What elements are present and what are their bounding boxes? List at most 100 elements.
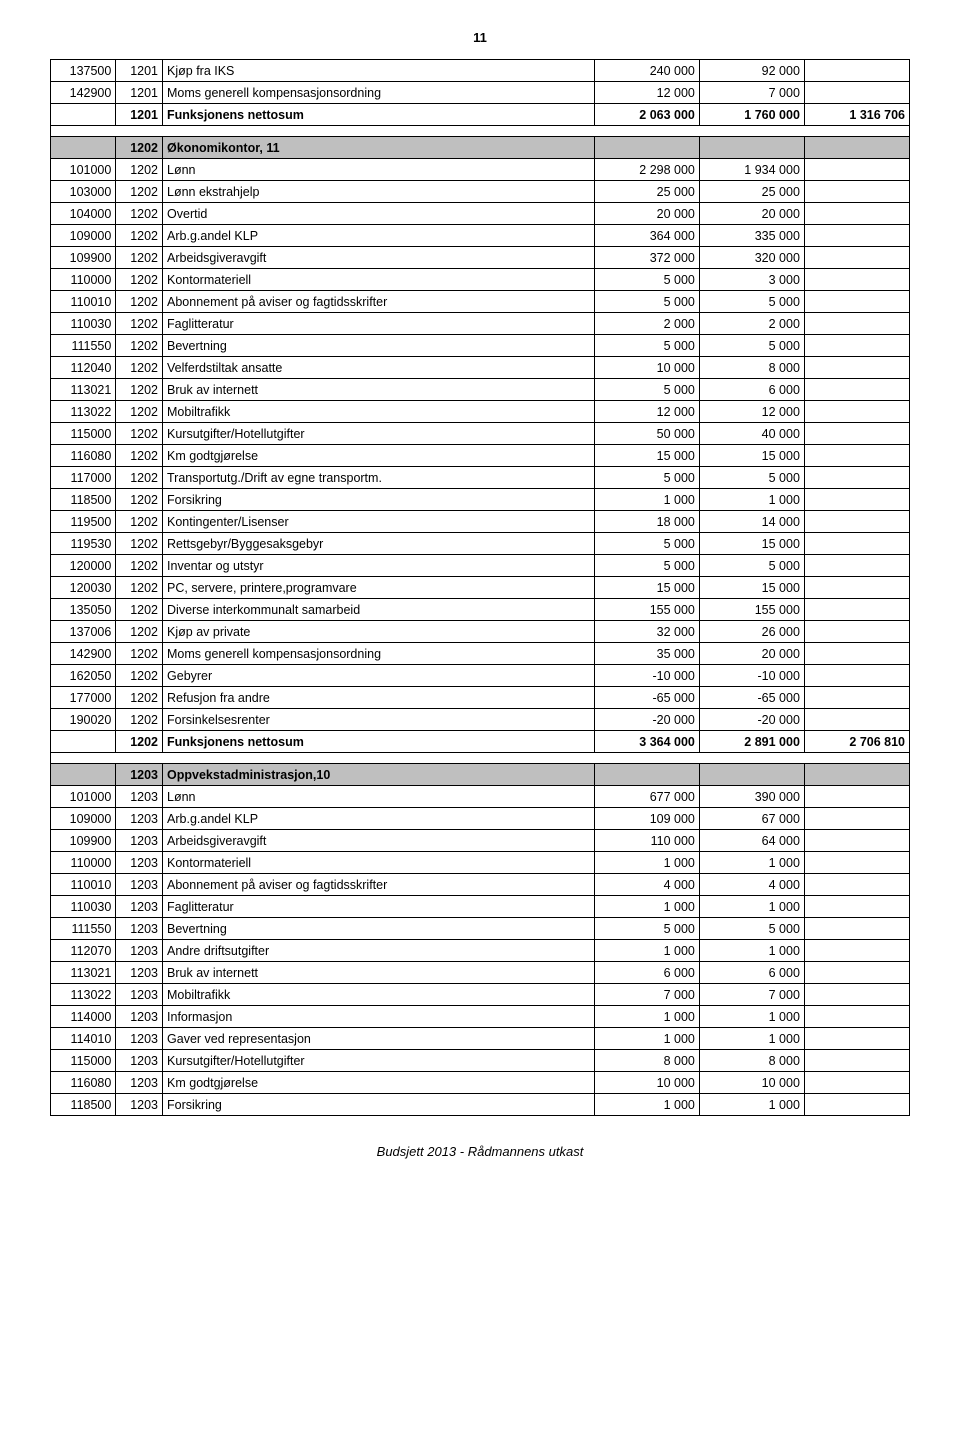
function-code: 1203: [116, 764, 163, 786]
description: Abonnement på aviser og fagtidsskrifter: [163, 291, 595, 313]
amount-2: 4 000: [699, 874, 804, 896]
amount-3: [804, 577, 909, 599]
description: Forsinkelsesrenter: [163, 709, 595, 731]
amount-1: 25 000: [594, 181, 699, 203]
amount-2: 5 000: [699, 335, 804, 357]
amount-2: 5 000: [699, 291, 804, 313]
description: Gaver ved representasjon: [163, 1028, 595, 1050]
table-row: 1350501202Diverse interkommunalt samarbe…: [51, 599, 910, 621]
amount-3: [804, 984, 909, 1006]
account-code: 177000: [51, 687, 116, 709]
footer-text: Budsjett 2013 - Rådmannens utkast: [50, 1144, 910, 1159]
table-row: 1130211202Bruk av internett5 0006 000: [51, 379, 910, 401]
description: Kursutgifter/Hotellutgifter: [163, 423, 595, 445]
account-code: 120000: [51, 555, 116, 577]
amount-3: [804, 379, 909, 401]
account-code: 112070: [51, 940, 116, 962]
table-row: 1770001202Refusjon fra andre-65 000-65 0…: [51, 687, 910, 709]
amount-1: 3 364 000: [594, 731, 699, 753]
table-row: 1160801203Km godtgjørelse10 00010 000: [51, 1072, 910, 1094]
account-code: 114010: [51, 1028, 116, 1050]
table-row: 1099001202Arbeidsgiveravgift372 000320 0…: [51, 247, 910, 269]
amount-2: 64 000: [699, 830, 804, 852]
amount-2: 3 000: [699, 269, 804, 291]
description: Bevertning: [163, 918, 595, 940]
function-code: 1202: [116, 555, 163, 577]
table-row: [51, 753, 910, 764]
table-row: 1100101202Abonnement på aviser og fagtid…: [51, 291, 910, 313]
description: Faglitteratur: [163, 896, 595, 918]
amount-1: 1 000: [594, 896, 699, 918]
amount-1: 2 063 000: [594, 104, 699, 126]
description: Bruk av internett: [163, 379, 595, 401]
description: Faglitteratur: [163, 313, 595, 335]
description: Kontingenter/Lisenser: [163, 511, 595, 533]
amount-3: [804, 489, 909, 511]
amount-2: [699, 137, 804, 159]
amount-3: [804, 82, 909, 104]
amount-2: 1 000: [699, 1094, 804, 1116]
table-row: 1370061202Kjøp av private32 00026 000: [51, 621, 910, 643]
amount-2: 1 000: [699, 940, 804, 962]
function-code: 1202: [116, 181, 163, 203]
page-number: 11: [50, 30, 910, 45]
amount-3: [804, 940, 909, 962]
amount-3: [804, 599, 909, 621]
account-code: 115000: [51, 1050, 116, 1072]
description: Gebyrer: [163, 665, 595, 687]
table-row: 1195301202Rettsgebyr/Byggesaksgebyr5 000…: [51, 533, 910, 555]
description: Bruk av internett: [163, 962, 595, 984]
account-code: 116080: [51, 1072, 116, 1094]
account-code: 137006: [51, 621, 116, 643]
account-code: [51, 764, 116, 786]
description: Arb.g.andel KLP: [163, 225, 595, 247]
description: Arbeidsgiveravgift: [163, 830, 595, 852]
function-code: 1203: [116, 984, 163, 1006]
table-row: 1429001202Moms generell kompensasjonsord…: [51, 643, 910, 665]
amount-3: [804, 313, 909, 335]
amount-3: [804, 467, 909, 489]
amount-2: 92 000: [699, 60, 804, 82]
amount-3: [804, 1028, 909, 1050]
amount-1: 1 000: [594, 1094, 699, 1116]
amount-2: 15 000: [699, 533, 804, 555]
function-code: 1201: [116, 82, 163, 104]
amount-2: 1 760 000: [699, 104, 804, 126]
table-row: 1202Økonomikontor, 11: [51, 137, 910, 159]
amount-3: [804, 60, 909, 82]
amount-1: 1 000: [594, 852, 699, 874]
function-code: 1202: [116, 335, 163, 357]
table-row: 1010001203Lønn677 000390 000: [51, 786, 910, 808]
amount-2: 155 000: [699, 599, 804, 621]
amount-3: [804, 874, 909, 896]
amount-1: 5 000: [594, 918, 699, 940]
amount-2: 320 000: [699, 247, 804, 269]
description: Oppvekstadministrasjon,10: [163, 764, 595, 786]
function-code: 1202: [116, 379, 163, 401]
table-row: 1100301202Faglitteratur2 0002 000: [51, 313, 910, 335]
amount-3: [804, 1006, 909, 1028]
amount-1: 109 000: [594, 808, 699, 830]
amount-3: [804, 808, 909, 830]
table-row: [51, 126, 910, 137]
description: Forsikring: [163, 489, 595, 511]
amount-1: 5 000: [594, 269, 699, 291]
account-code: 104000: [51, 203, 116, 225]
table-row: 1100101203Abonnement på aviser og fagtid…: [51, 874, 910, 896]
table-row: 1620501202Gebyrer-10 000-10 000: [51, 665, 910, 687]
amount-2: 1 934 000: [699, 159, 804, 181]
amount-1: 5 000: [594, 335, 699, 357]
amount-2: -65 000: [699, 687, 804, 709]
description: Mobiltrafikk: [163, 401, 595, 423]
amount-1: -65 000: [594, 687, 699, 709]
table-row: 1170001202Transportutg./Drift av egne tr…: [51, 467, 910, 489]
description: Økonomikontor, 11: [163, 137, 595, 159]
function-code: 1202: [116, 137, 163, 159]
amount-3: [804, 643, 909, 665]
amount-1: 240 000: [594, 60, 699, 82]
function-code: 1202: [116, 665, 163, 687]
amount-2: 5 000: [699, 555, 804, 577]
amount-3: [804, 852, 909, 874]
description: Kjøp fra IKS: [163, 60, 595, 82]
function-code: 1203: [116, 1006, 163, 1028]
